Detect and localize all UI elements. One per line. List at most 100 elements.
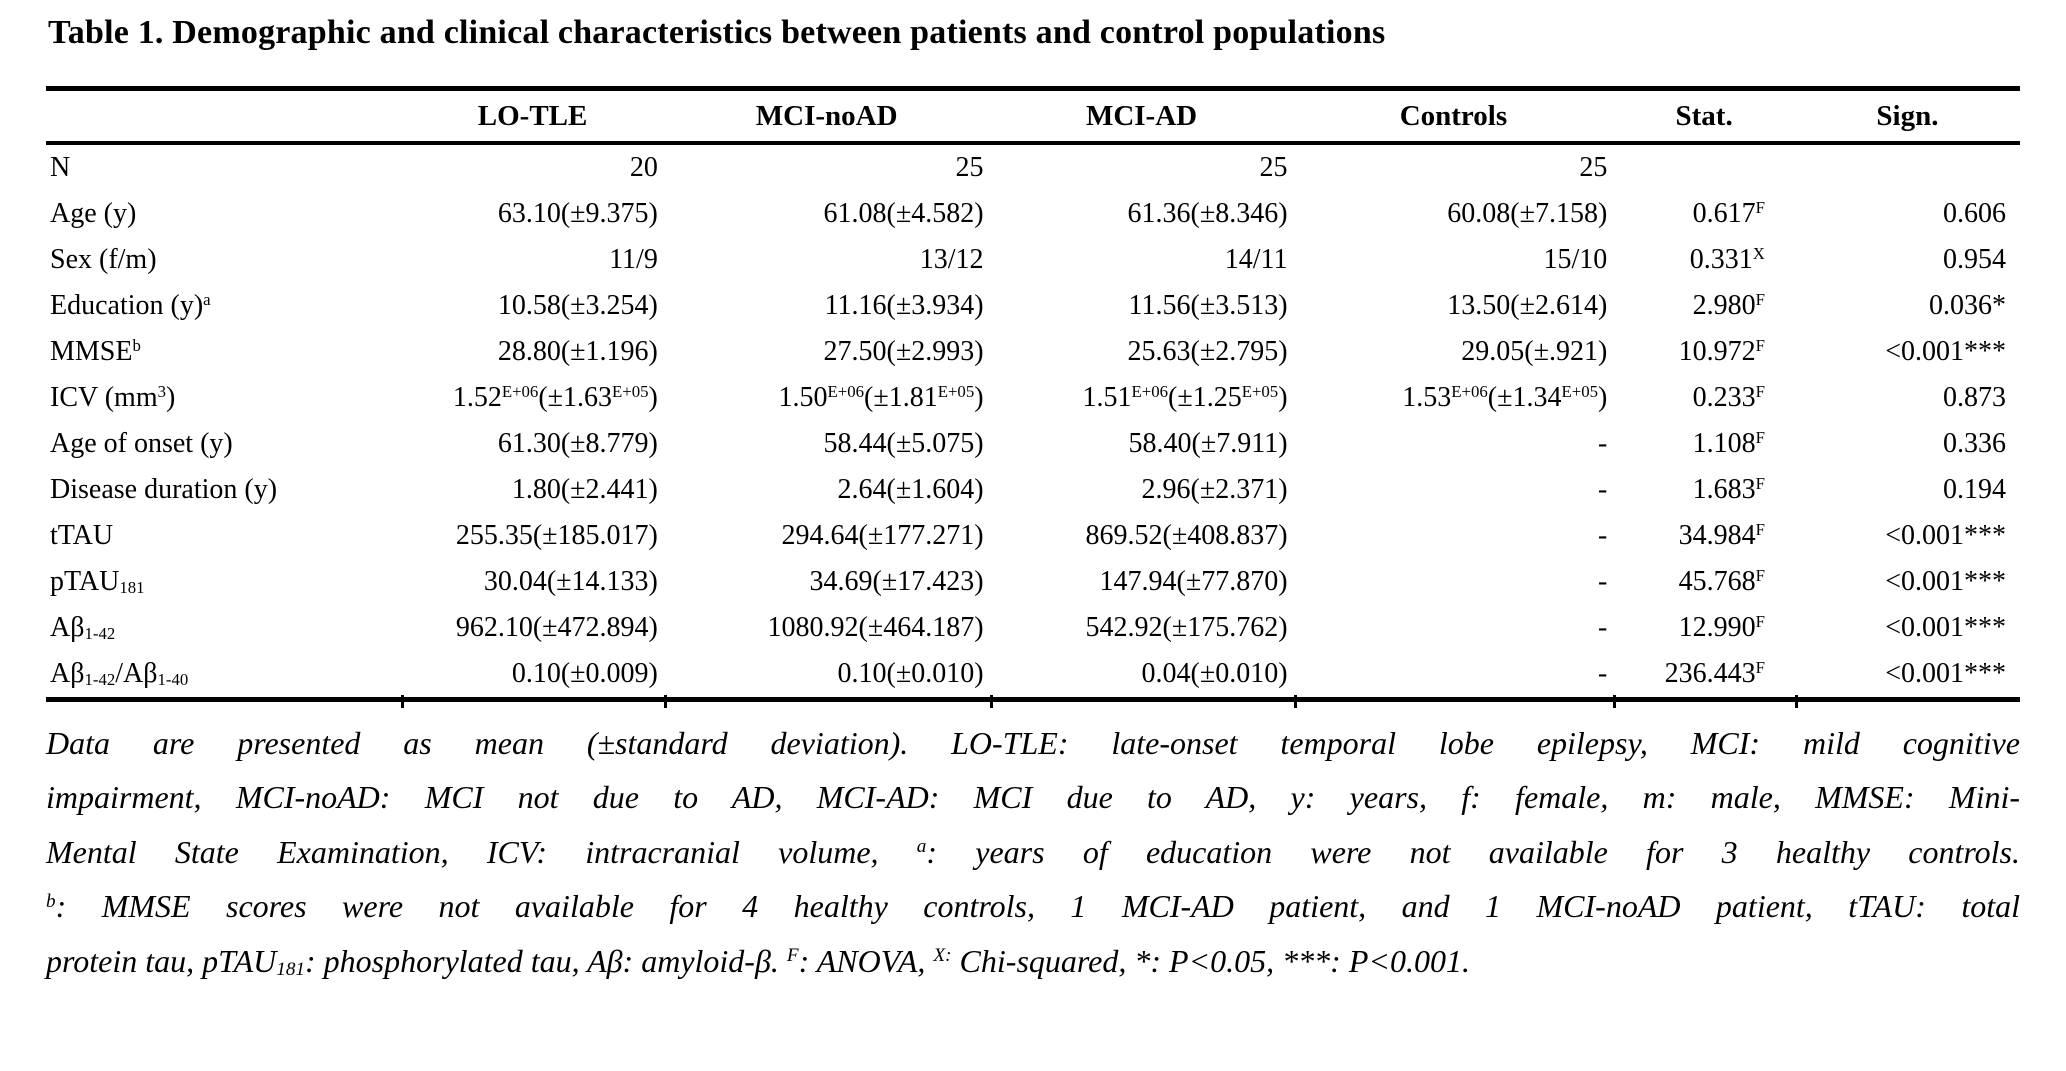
header-controls: Controls xyxy=(1293,88,1614,145)
value-cell: - xyxy=(1597,520,1608,551)
value-cell: - xyxy=(1597,566,1608,597)
value-cell: 34.69(±17.423) xyxy=(809,566,984,597)
value-cell: <0.001*** xyxy=(1885,566,2006,597)
value-cell: 0.606 xyxy=(1943,198,2006,229)
value-cell: 1.51E+06(±1.25E+05) xyxy=(1082,381,1288,413)
header-mci-ad: MCI-AD xyxy=(989,88,1294,145)
value-cell: 25 xyxy=(1259,152,1288,183)
table-row: Disease duration (y) 1.80(±2.441) 2.64(±1.… xyxy=(46,467,2020,513)
column-divider-tick xyxy=(663,695,667,708)
column-divider-tick xyxy=(989,695,993,708)
row-label: Age (y) xyxy=(50,198,137,229)
footnote-line: b: MMSE scores were not available for 4 … xyxy=(46,888,2020,925)
value-cell: 0.10(±0.009) xyxy=(511,658,658,689)
value-cell: 236.443F xyxy=(1664,657,1765,689)
table-row: Education (y)a 10.58(±3.254) 11.16(±3.934)… xyxy=(46,283,2020,329)
table-row: ICV (mm3) 1.52E+06(±1.63E+05) 1.50E+06(±1.… xyxy=(46,375,2020,421)
value-cell: 147.94(±77.870) xyxy=(1099,566,1288,597)
value-cell: 27.50(±2.993) xyxy=(823,336,984,367)
value-cell: 0.036* xyxy=(1929,290,2006,321)
value-cell: 2.980F xyxy=(1692,289,1765,321)
value-cell: 14/11 xyxy=(1224,244,1288,275)
demographics-table: LO-TLE MCI-noAD MCI-AD Controls Stat. Si… xyxy=(46,86,2020,702)
footnote: Data are presented as mean (±standard de… xyxy=(46,716,2020,988)
column-divider-tick xyxy=(1293,695,1297,708)
value-cell: 11.16(±3.934) xyxy=(824,290,984,321)
footnote-line: protein tau, pTAU181: phosphorylated tau… xyxy=(46,942,1470,981)
value-cell: 962.10(±472.894) xyxy=(455,612,658,643)
value-cell: 2.64(±1.604) xyxy=(837,474,984,505)
table-row: Aβ1-42 962.10(±472.894) 1080.92(±464.187) 5… xyxy=(46,605,2020,651)
value-cell: 0.617F xyxy=(1692,197,1765,229)
value-cell: 45.768F xyxy=(1678,565,1765,597)
value-cell: 869.52(±408.837) xyxy=(1085,520,1288,551)
value-cell: 25 xyxy=(955,152,984,183)
table-row: MMSEb 28.80(±1.196) 27.50(±2.993) 25.63(±2.… xyxy=(46,329,2020,375)
value-cell: - xyxy=(1597,658,1608,689)
value-cell: 1.683F xyxy=(1692,473,1765,505)
table-body: N 20 25 25 25 Age (y) 63.10(±9.375) 61.08(±4.58… xyxy=(46,143,2020,700)
column-divider-tick xyxy=(401,695,405,708)
row-label: Age of onset (y) xyxy=(50,428,233,459)
table-row: Aβ1-42/Aβ1-40 0.10(±0.009) 0.10(±0.010) 0.0… xyxy=(46,651,2020,700)
demographics-table-container: LO-TLE MCI-noAD MCI-AD Controls Stat. Si… xyxy=(46,86,2020,708)
table-row: Age (y) 63.10(±9.375) 61.08(±4.582) 61.36(±… xyxy=(46,191,2020,237)
header-row: LO-TLE MCI-noAD MCI-AD Controls Stat. Si… xyxy=(46,88,2020,145)
value-cell: - xyxy=(1597,428,1608,459)
value-cell: 29.05(±.921) xyxy=(1461,336,1608,367)
value-cell: 30.04(±14.133) xyxy=(483,566,658,597)
value-cell: 294.64(±177.271) xyxy=(781,520,984,551)
table-row: Sex (f/m) 11/9 13/12 14/11 15/10 0.331X 0.954 xyxy=(46,237,2020,283)
value-cell: 0.194 xyxy=(1943,474,2006,505)
header-empty xyxy=(46,88,402,145)
value-cell: 1.53E+06(±1.34E+05) xyxy=(1402,381,1608,413)
value-cell: 0.04(±0.010) xyxy=(1141,658,1288,689)
value-cell: 0.233F xyxy=(1692,381,1765,413)
footnote-line: Data are presented as mean (±standard de… xyxy=(46,725,2020,761)
row-label: Aβ1-42 xyxy=(50,612,116,644)
value-cell: 0.873 xyxy=(1943,382,2006,413)
value-cell: 63.10(±9.375) xyxy=(497,198,658,229)
value-cell: 1.52E+06(±1.63E+05) xyxy=(452,381,658,413)
value-cell xyxy=(1795,143,2020,191)
table-row: Age of onset (y) 61.30(±8.779) 58.44(±5.07… xyxy=(46,421,2020,467)
value-cell: 61.36(±8.346) xyxy=(1127,198,1288,229)
value-cell: 11/9 xyxy=(609,244,658,275)
table-row: pTAU181 30.04(±14.133) 34.69(±17.423) 147.9… xyxy=(46,559,2020,605)
row-label: Aβ1-42/Aβ1-40 xyxy=(50,658,189,690)
row-label: Sex (f/m) xyxy=(50,244,157,275)
value-cell: 0.10(±0.010) xyxy=(837,658,984,689)
value-cell: 28.80(±1.196) xyxy=(497,336,658,367)
header-mci-noad: MCI-noAD xyxy=(663,88,990,145)
value-cell: 34.984F xyxy=(1678,519,1765,551)
value-cell: 12.990F xyxy=(1678,611,1765,643)
value-cell: <0.001*** xyxy=(1885,520,2006,551)
value-cell: 1.108F xyxy=(1692,427,1765,459)
value-cell: 11.56(±3.513) xyxy=(1128,290,1288,321)
value-cell: 61.30(±8.779) xyxy=(497,428,658,459)
value-cell: 58.40(±7.911) xyxy=(1128,428,1288,459)
row-label: ICV (mm3) xyxy=(50,381,176,413)
value-cell: <0.001*** xyxy=(1885,336,2006,367)
value-cell: 61.08(±4.582) xyxy=(823,198,984,229)
row-label: Education (y)a xyxy=(50,289,211,321)
value-cell: 13.50(±2.614) xyxy=(1447,290,1608,321)
value-cell: <0.001*** xyxy=(1885,658,2006,689)
table-header: LO-TLE MCI-noAD MCI-AD Controls Stat. Si… xyxy=(46,88,2020,145)
row-label: N xyxy=(50,152,71,183)
value-cell: 25.63(±2.795) xyxy=(1127,336,1288,367)
value-cell: 10.58(±3.254) xyxy=(497,290,658,321)
footnote-line: impairment, MCI-noAD: MCI not due to AD,… xyxy=(46,779,2020,816)
value-cell: 15/10 xyxy=(1543,244,1608,275)
value-cell: 13/12 xyxy=(919,244,984,275)
value-cell: 1.50E+06(±1.81E+05) xyxy=(778,381,984,413)
value-cell: 25 xyxy=(1579,152,1608,183)
table-title: Table 1. Demographic and clinical charac… xyxy=(48,14,1386,51)
value-cell xyxy=(1613,143,1795,191)
value-cell: 58.44(±5.075) xyxy=(823,428,984,459)
value-cell: <0.001*** xyxy=(1885,612,2006,643)
value-cell: 255.35(±185.017) xyxy=(455,520,658,551)
value-cell: 20 xyxy=(629,152,658,183)
header-stat: Stat. xyxy=(1613,88,1795,145)
value-cell: - xyxy=(1597,474,1608,505)
